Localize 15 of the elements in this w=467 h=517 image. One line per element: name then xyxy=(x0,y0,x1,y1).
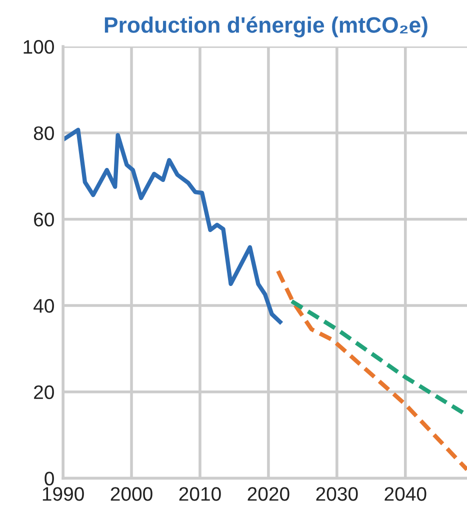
y-tick-label: 60 xyxy=(34,212,54,226)
y-tick-label: 40 xyxy=(34,299,54,313)
line-series xyxy=(276,268,467,472)
y-tick-label: 20 xyxy=(34,385,54,400)
x-tick-label: 2020 xyxy=(248,487,290,501)
x-tick-label: 2030 xyxy=(316,487,358,501)
chart-title: Production d'énergie (mtCO₂e) xyxy=(104,16,428,38)
y-tick-label: 80 xyxy=(34,126,54,140)
y-tick-label: 100 xyxy=(24,40,54,54)
x-tick-label: 1990 xyxy=(42,487,84,501)
x-tick-label: 2010 xyxy=(179,487,221,501)
x-tick-label: 2000 xyxy=(110,487,152,501)
x-tick-label: 2040 xyxy=(384,487,426,501)
line-series xyxy=(63,128,282,324)
y-tick-label: 0 xyxy=(44,472,54,486)
